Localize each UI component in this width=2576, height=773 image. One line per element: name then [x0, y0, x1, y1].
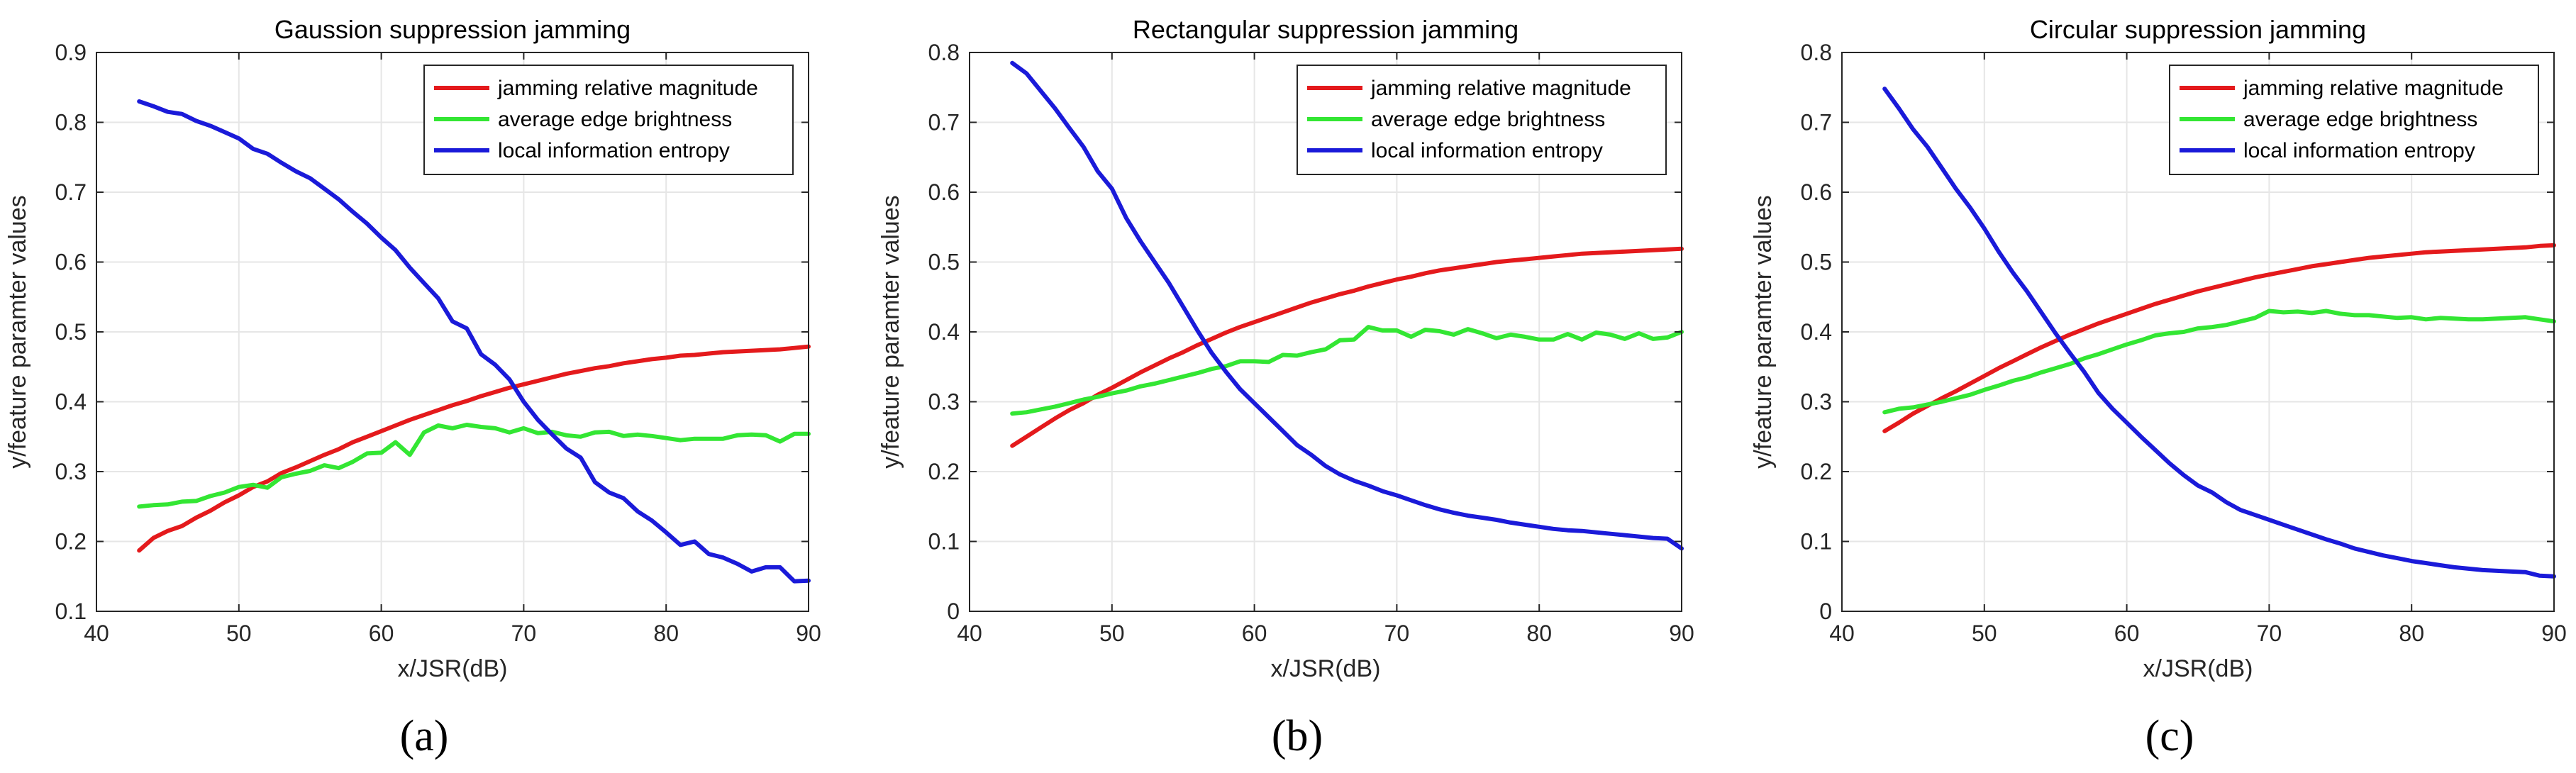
- x-tick-label: 70: [2257, 621, 2282, 646]
- legend-entry-label: jamming relative magnitude: [1370, 77, 1631, 100]
- y-axis-label: y/feature paramter values: [877, 195, 904, 469]
- legend-entry-label: average edge brightness: [1371, 108, 1605, 131]
- x-tick-label: 60: [2114, 621, 2140, 646]
- y-tick-label: 0.3: [55, 459, 87, 484]
- x-tick-label: 70: [1384, 621, 1410, 646]
- x-tick-label: 40: [957, 621, 982, 646]
- y-tick-label: 0.3: [1801, 389, 1832, 415]
- y-tick-label: 0.5: [928, 250, 960, 275]
- chart-title: Rectangular suppression jamming: [1133, 15, 1519, 44]
- y-tick-label: 0.2: [1801, 459, 1832, 484]
- x-axis-label: x/JSR(dB): [1271, 655, 1381, 682]
- panel-label: (c): [2145, 712, 2194, 760]
- y-tick-label: 0.4: [928, 319, 960, 345]
- y-tick-label: 0.4: [55, 389, 87, 415]
- chart-rectangular: 40 50 60 70 80 90 0 0.1 0.2 0.3 0.4 0.5 0.6 0.7 0.8 Rec…: [877, 15, 1694, 760]
- x-tick-label: 80: [2399, 621, 2424, 646]
- y-tick-label: 0.8: [928, 40, 960, 65]
- y-tick-label: 0.5: [1801, 250, 1832, 275]
- series-line-average-edge-brightness: [137, 423, 811, 509]
- series-line-local-information-entropy: [1010, 60, 1684, 551]
- x-tick-label: 80: [1526, 621, 1552, 646]
- legend-entry-label: jamming relative magnitude: [497, 77, 758, 100]
- series-line-jamming-relative-magnitude: [1010, 246, 1684, 448]
- y-tick-label: 0.2: [55, 529, 87, 555]
- y-tick-label: 0.8: [55, 110, 87, 135]
- x-tick-label: 90: [796, 621, 821, 646]
- panel-label: (b): [1272, 712, 1323, 760]
- series-line-local-information-entropy: [1882, 87, 2556, 579]
- y-tick-label: 0.3: [928, 389, 960, 415]
- legend-entry-label: average edge brightness: [2243, 108, 2477, 131]
- legend-entry-label: average edge brightness: [498, 108, 732, 131]
- x-tick-label: 90: [2541, 621, 2567, 646]
- panel-label: (a): [400, 712, 449, 760]
- x-tick-label: 90: [1669, 621, 1694, 646]
- y-tick-label: 0.2: [928, 459, 960, 484]
- legend-entry-label: local information entropy: [1371, 139, 1603, 162]
- legend-entry-label: local information entropy: [2243, 139, 2475, 162]
- y-tick-label: 0: [947, 599, 960, 624]
- legend: jamming relative magnitude average edge b…: [1297, 65, 1667, 175]
- x-axis-label: x/JSR(dB): [2143, 655, 2253, 682]
- x-tick-label: 60: [369, 621, 394, 646]
- y-axis-label: y/feature paramter values: [1750, 195, 1777, 469]
- y-tick-label: 0.1: [55, 599, 87, 624]
- chart-circular: 40 50 60 70 80 90 0 0.1 0.2 0.3 0.4 0.5 0.6 0.7 0.8 Cir…: [1750, 15, 2567, 760]
- series-line-jamming-relative-magnitude: [1882, 243, 2556, 433]
- series-line-local-information-entropy: [137, 99, 811, 584]
- legend-entry-label: jamming relative magnitude: [2243, 77, 2504, 100]
- x-tick-label: 40: [1829, 621, 1855, 646]
- x-tick-label: 70: [511, 621, 537, 646]
- chart-title: Circular suppression jamming: [2030, 15, 2366, 44]
- x-tick-label: 60: [1242, 621, 1267, 646]
- chart-gaussian: 40 50 60 70 80 90 0.1 0.2 0.3 0.4 0.5 0.6 0.7 0.8 0.9 G…: [4, 15, 821, 760]
- x-tick-label: 50: [1972, 621, 1997, 646]
- legend: jamming relative magnitude average edge b…: [423, 65, 794, 175]
- y-tick-label: 0.9: [55, 40, 87, 65]
- series-line-average-edge-brightness: [1010, 325, 1684, 416]
- x-tick-label: 80: [653, 621, 679, 646]
- y-tick-label: 0.8: [1801, 40, 1832, 65]
- x-tick-label: 40: [84, 621, 109, 646]
- y-tick-label: 0.1: [928, 529, 960, 555]
- y-tick-label: 0.6: [1801, 179, 1832, 205]
- series-line-jamming-relative-magnitude: [137, 344, 811, 553]
- panels: 40 50 60 70 80 90 0.1 0.2 0.3 0.4 0.5 0.6 0.7 0.8 0.9 G…: [4, 15, 2567, 760]
- y-tick-label: 0.6: [55, 250, 87, 275]
- y-tick-label: 0: [1819, 599, 1832, 624]
- y-tick-label: 0.1: [1801, 529, 1832, 555]
- x-tick-label: 50: [1099, 621, 1125, 646]
- legend-entry-label: local information entropy: [498, 139, 730, 162]
- x-axis-label: x/JSR(dB): [398, 655, 508, 682]
- y-tick-label: 0.7: [55, 179, 87, 205]
- y-tick-label: 0.5: [55, 319, 87, 345]
- legend: jamming relative magnitude average edge b…: [2169, 65, 2539, 175]
- y-tick-label: 0.6: [928, 179, 960, 205]
- y-tick-label: 0.7: [928, 110, 960, 135]
- y-tick-label: 0.7: [1801, 110, 1832, 135]
- y-tick-label: 0.4: [1801, 319, 1832, 345]
- series-line-average-edge-brightness: [1882, 308, 2556, 415]
- chart-title: Gaussion suppression jamming: [274, 15, 631, 44]
- x-tick-label: 50: [226, 621, 252, 646]
- y-axis-label: y/feature paramter values: [4, 195, 31, 469]
